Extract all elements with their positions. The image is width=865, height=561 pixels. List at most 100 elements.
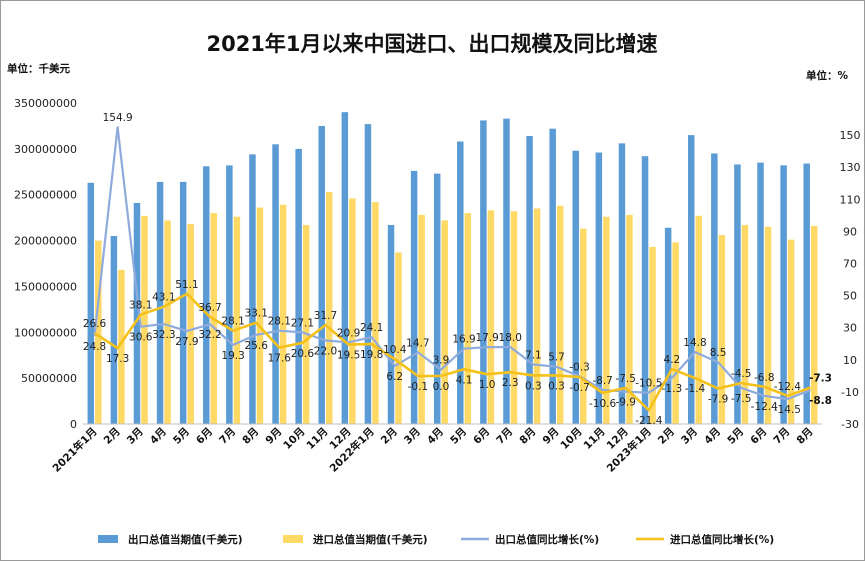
import-growth-label: 0.3 xyxy=(548,380,565,392)
import-growth-label: -7.5 xyxy=(615,373,636,385)
import-bar xyxy=(349,198,356,424)
import-growth-label: 19.8 xyxy=(360,349,383,361)
import-growth-label: 0.0 xyxy=(433,381,450,393)
import-bar xyxy=(418,214,425,424)
x-axis-tick: 7月 xyxy=(771,426,792,447)
export-bar xyxy=(203,166,210,425)
x-axis-tick: 5月 xyxy=(448,426,469,447)
bars-layer xyxy=(87,112,818,425)
import-growth-label: -4.5 xyxy=(731,368,752,380)
x-axis-tick: 5月 xyxy=(171,426,192,447)
export-bar xyxy=(664,227,672,424)
import-growth-label: -21.4 xyxy=(635,415,662,427)
import-bar xyxy=(533,208,541,424)
export-growth-label: -8.8 xyxy=(809,395,832,407)
x-axis-tick: 7月 xyxy=(217,426,238,447)
export-bar xyxy=(364,124,372,424)
import-bar xyxy=(95,240,102,424)
export-bar xyxy=(711,153,718,424)
right-axis-tick: -30 xyxy=(841,418,859,431)
export-bar xyxy=(803,163,810,424)
import-growth-label: -10.6 xyxy=(589,398,616,410)
x-axis-tick: 8月 xyxy=(517,426,538,447)
right-axis-tick: 30 xyxy=(843,322,857,335)
import-growth-label: 2.3 xyxy=(502,377,519,389)
x-axis-tick: 6月 xyxy=(194,426,215,447)
import-bar xyxy=(603,216,610,424)
export-growth-label: 28.1 xyxy=(268,316,291,328)
export-growth-label: 5.7 xyxy=(548,352,565,364)
left-axis-tick: 250000000 xyxy=(14,189,77,202)
data-labels-layer: 24.8 26.6 154.9 17.330.6 38.1 32.3 43.1 27.9 51.… xyxy=(83,112,832,427)
import-bar xyxy=(718,235,726,424)
export-bar xyxy=(572,150,580,425)
export-growth-label: 17.9 xyxy=(475,332,498,344)
right-axis-tick: 50 xyxy=(843,290,857,303)
import-growth-label: 36.7 xyxy=(198,302,221,314)
export-growth-label: 22.0 xyxy=(314,346,337,358)
export-bar xyxy=(433,173,441,424)
import-bar xyxy=(556,205,564,424)
import-growth-label: 28.1 xyxy=(221,316,244,328)
x-axis-tick: 3月 xyxy=(125,426,146,447)
import-growth-label: 4.2 xyxy=(664,354,681,366)
import-bar xyxy=(510,211,518,424)
import-bar xyxy=(487,210,495,424)
x-axis-tick: 4月 xyxy=(425,426,446,447)
import-bar xyxy=(580,228,587,424)
export-growth-label: 32.2 xyxy=(198,329,221,341)
export-growth-label: -14.5 xyxy=(774,404,801,416)
x-axis-tick: 2月 xyxy=(656,426,677,447)
export-bar xyxy=(549,128,556,424)
x-axis-tick: 6月 xyxy=(471,426,492,447)
import-growth-label: -6.8 xyxy=(754,372,775,384)
import-growth-label: 26.6 xyxy=(83,318,107,330)
legend-label: 进口总值当期值(千美元) xyxy=(313,533,428,546)
right-axis-tick: 70 xyxy=(843,258,857,271)
export-growth-label: 16.9 xyxy=(452,334,475,346)
x-axis-tick: 11月 xyxy=(581,426,607,452)
import-bar xyxy=(810,225,818,424)
x-axis-tick: 6月 xyxy=(748,426,769,447)
export-growth-label: 27.1 xyxy=(291,317,314,329)
export-growth-label: 25.6 xyxy=(245,340,269,352)
export-bar xyxy=(457,141,464,424)
legend-label: 进口总值同比增长(%) xyxy=(670,533,774,546)
export-bar xyxy=(133,202,141,424)
x-axis-tick: 10月 xyxy=(558,426,584,452)
import-growth-label: -7.3 xyxy=(809,373,832,385)
import-bar xyxy=(325,191,333,424)
export-growth-label: -12.4 xyxy=(751,401,778,413)
import-bar xyxy=(672,242,679,424)
import-growth-label: 0.3 xyxy=(525,380,542,392)
export-bar xyxy=(272,144,279,424)
x-axis-tick: 2021年1月 xyxy=(50,425,100,475)
right-axis-tick: 110 xyxy=(840,193,861,206)
import-growth-label: 4.1 xyxy=(456,374,473,386)
import-growth-label: 33.1 xyxy=(245,308,268,320)
right-axis-tick: -10 xyxy=(841,386,859,399)
left-axis-unit: 单位：千美元 xyxy=(7,62,70,75)
export-bar xyxy=(480,120,487,424)
left-axis-tick: 300000000 xyxy=(14,143,77,156)
import-bar xyxy=(441,220,448,424)
import-growth-label: -0.1 xyxy=(408,381,429,393)
export-growth-label: 3.9 xyxy=(433,355,450,367)
export-growth-label: 14.8 xyxy=(683,337,706,349)
export-growth-label: 24.8 xyxy=(83,341,106,353)
right-axis-tick: 150 xyxy=(840,129,861,142)
x-axis-tick: 3月 xyxy=(679,426,700,447)
export-bar xyxy=(410,170,418,424)
x-axis-tick: 5月 xyxy=(725,426,746,447)
left-axis-tick: 200000000 xyxy=(14,235,77,248)
export-bar xyxy=(526,136,533,424)
import-growth-line xyxy=(93,292,811,412)
export-growth-label: 154.9 xyxy=(103,112,133,124)
export-growth-label: 32.3 xyxy=(152,329,175,341)
export-growth-label: 20.9 xyxy=(337,327,360,339)
left-axis-ticks: 0 50000000 100000000 150000000 200000000 2500… xyxy=(14,97,77,431)
export-bar xyxy=(780,165,787,424)
import-growth-label: -0.7 xyxy=(569,382,590,394)
x-axis-tick: 3月 xyxy=(402,426,423,447)
